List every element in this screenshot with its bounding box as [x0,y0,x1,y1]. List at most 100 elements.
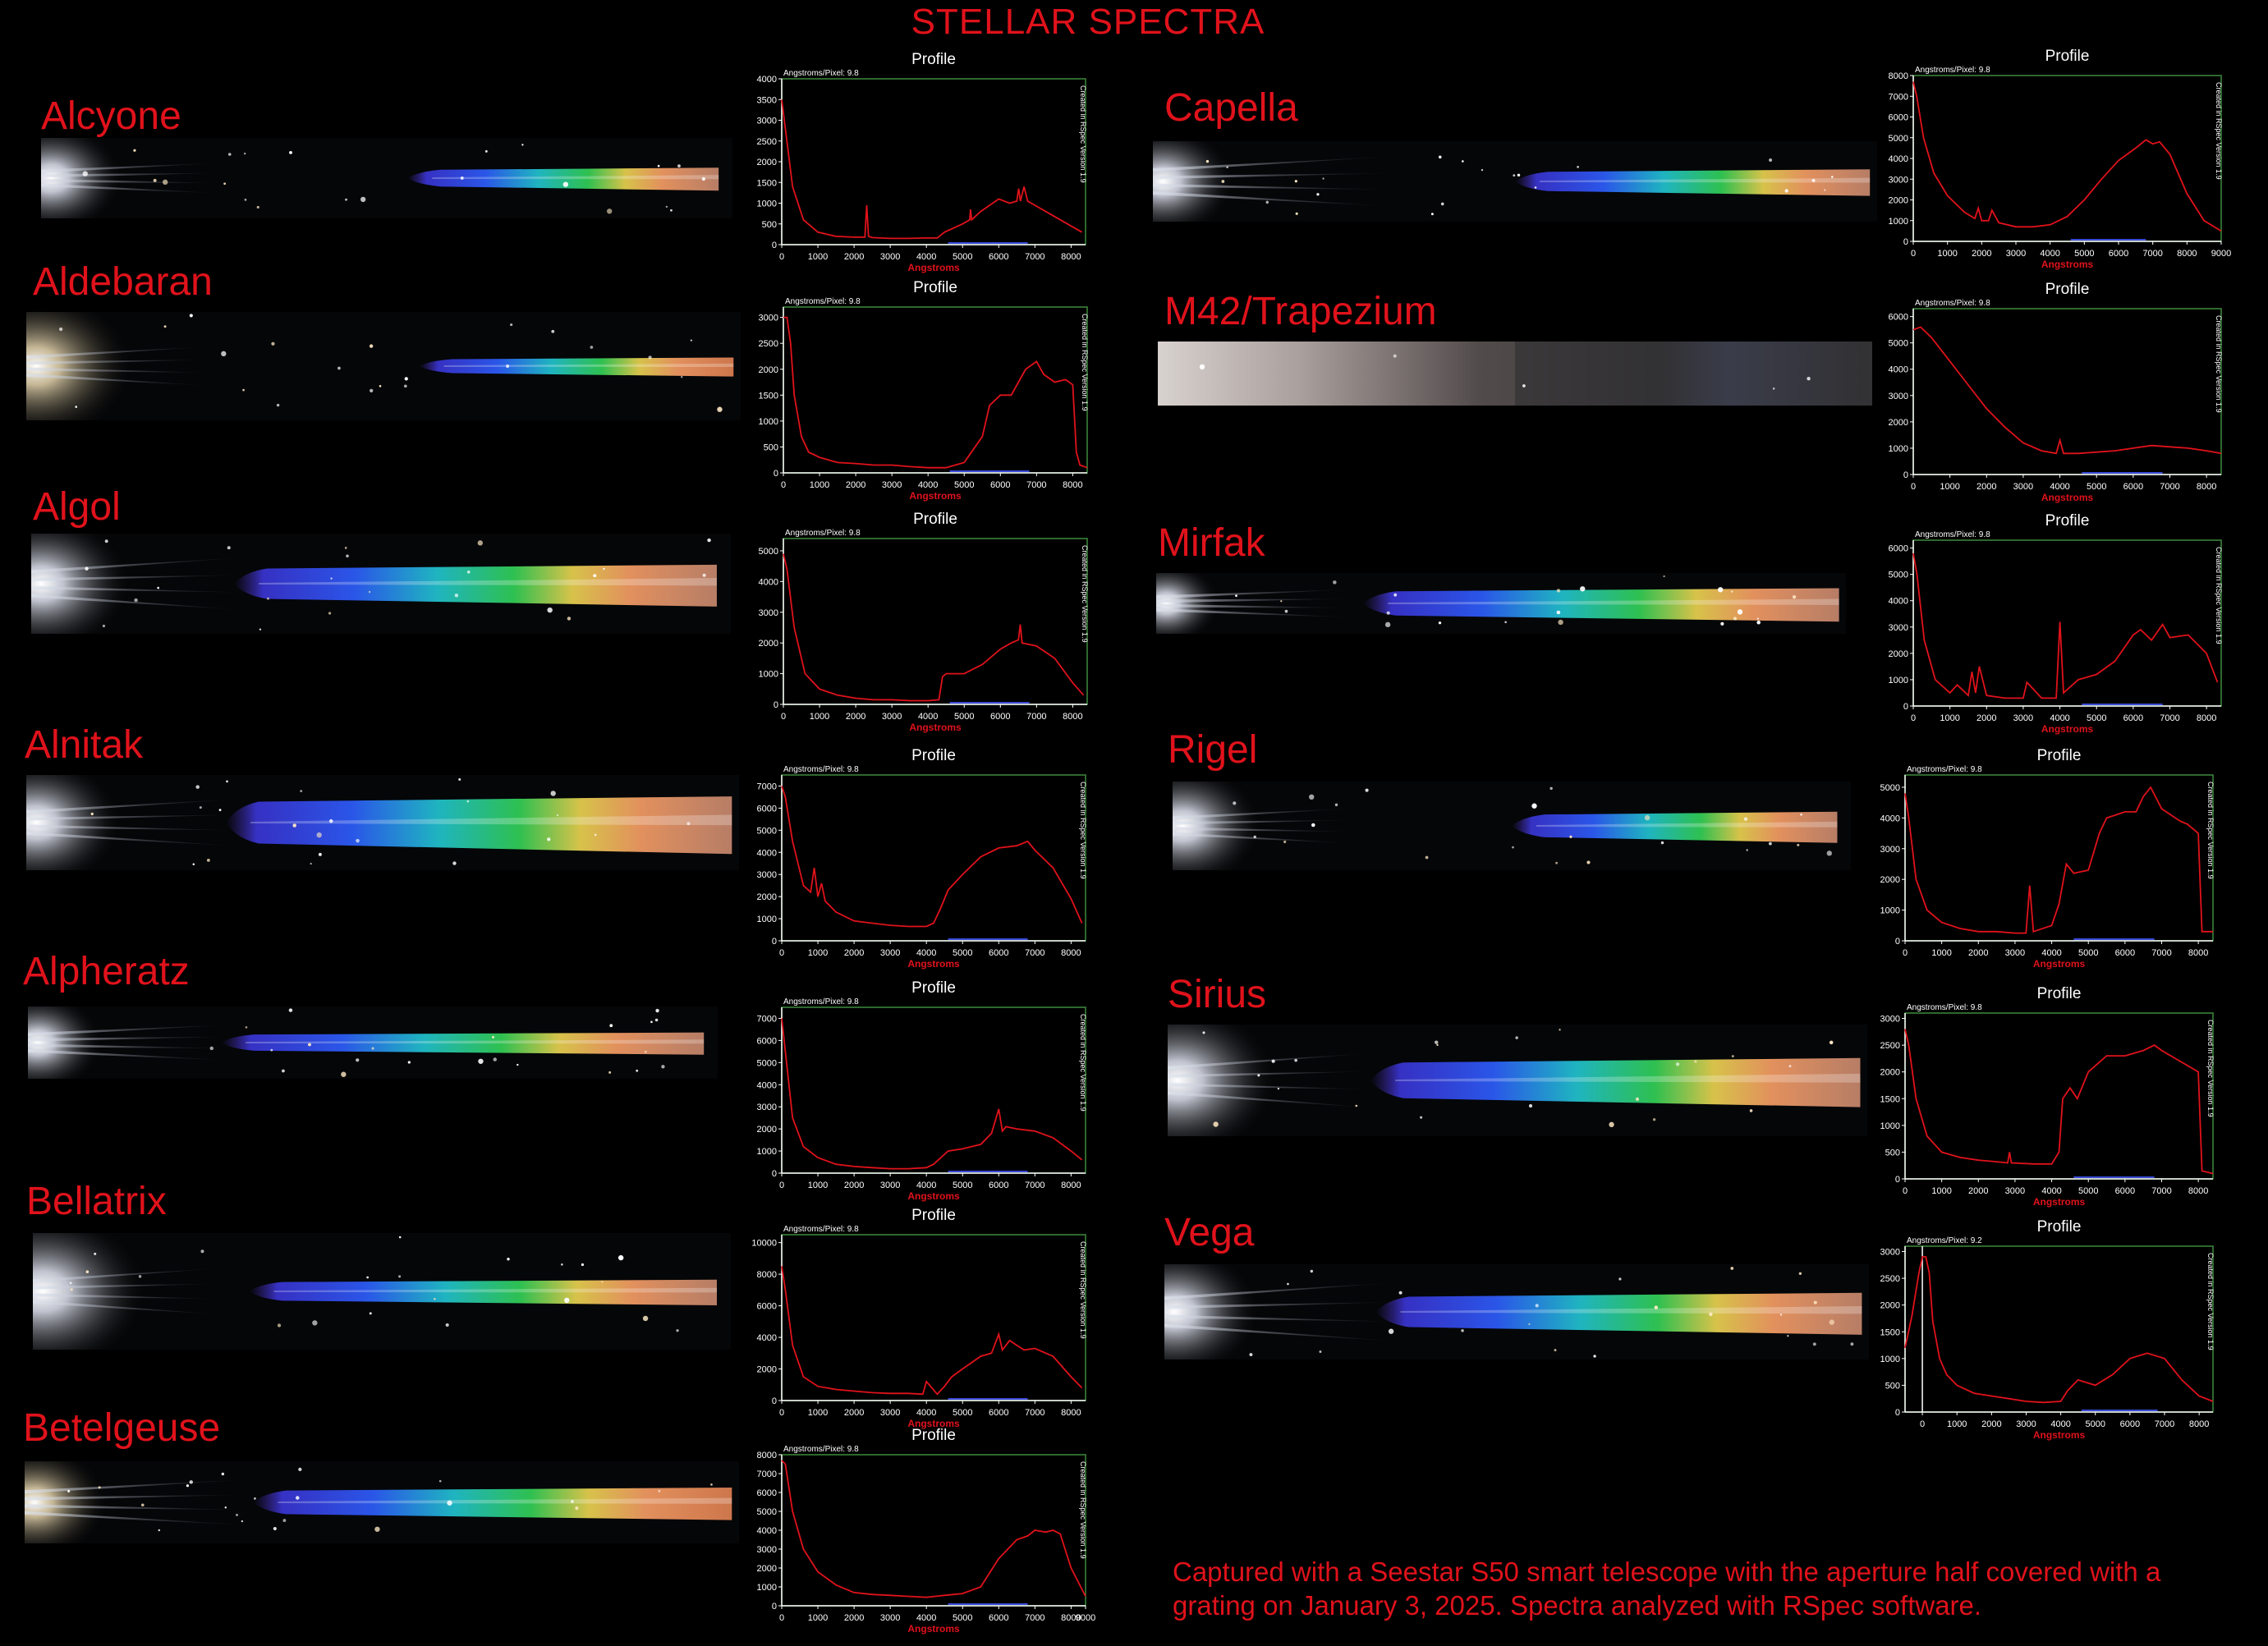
plot-frame [783,306,1088,474]
y-tick-label: 3000 [757,870,777,880]
x-axis-label: Angstroms [2033,1429,2086,1441]
x-tick-label: 6000 [2109,249,2128,259]
spectrum-image [1173,782,1851,870]
profile-chart-alnitak: Profile Angstroms/Pixel: 9.8 0 1000 2000 3000… [749,747,1094,977]
profile-plot: Profile Angstroms/Pixel: 9.8 0 1000 2000 3000… [757,747,1087,970]
y-tick-label: 1000 [1880,1355,1900,1364]
y-tick-label: 5000 [1889,571,1908,580]
y-tick-label: 0 [774,469,778,479]
y-tick-label: 2000 [757,158,777,167]
plot-frame [783,538,1088,705]
angstroms-per-pixel-label: Angstroms/Pixel: 9.8 [1915,66,1990,75]
angstroms-per-pixel-label: Angstroms/Pixel: 9.8 [783,1225,859,1234]
x-tick-label: 4000 [2041,948,2061,958]
star-name-sirius: Sirius [1168,973,1267,1016]
spectrum-strip-capella [1153,141,1877,222]
x-tick-label: 0 [779,948,784,958]
x-tick-label: 1000 [810,712,829,722]
intensity-profile-line [783,553,1085,702]
y-tick-label: 5000 [757,1507,777,1517]
x-tick-label: 1000 [1940,482,1959,492]
x-tick-label: 2000 [846,712,865,722]
y-tick-label: 5000 [759,547,778,557]
y-tick-label: 500 [762,220,777,230]
x-tick-label: 4000 [916,948,936,958]
x-tick-label: 1000 [810,480,829,490]
x-tick-label: 0 [779,1408,784,1418]
x-tick-label: 2000 [1972,249,1991,259]
x-tick-label: 4000 [2041,1186,2061,1196]
star-name-vega: Vega [1164,1211,1255,1254]
x-tick-label: 6000 [989,1613,1008,1623]
x-tick-label: 0 [1920,1419,1925,1429]
star-name-alnitak: Alnitak [25,723,144,767]
profile-plot: Profile Angstroms/Pixel: 9.8 0 1000 2000 3000… [1889,281,2223,503]
x-tick-label: 0 [781,712,786,722]
y-tick-label: 3000 [1889,392,1908,401]
spectrum-image [26,775,739,870]
intensity-profile-line [1904,1256,2214,1404]
x-tick-label: 3000 [2013,713,2033,723]
x-tick-label: 3000 [2005,1186,2025,1196]
y-tick-label: 1000 [1880,906,1900,916]
y-tick-label: 2000 [757,1125,777,1135]
x-tick-label: 1000 [1931,948,1951,958]
rspec-version-note: Created in RSpec Version 1.9 [1079,85,1087,183]
y-tick-label: 5000 [1880,783,1900,793]
star-name-algol: Algol [33,485,121,529]
x-tick-label: 6000 [990,480,1010,490]
y-tick-label: 8000 [757,1270,777,1280]
profile-plot: Profile Angstroms/Pixel: 9.8 0 1000 2000 3000… [759,511,1089,733]
y-tick-label: 2000 [757,1564,777,1574]
x-tick-label: 0 [1903,948,1908,958]
star-name-mirfak: Mirfak [1158,521,1265,565]
y-tick-label: 4000 [1889,365,1908,375]
profile-plot: Profile Angstroms/Pixel: 9.2 0 500 1000 1500 2… [1880,1218,2215,1441]
x-axis-label: Angstroms [2041,723,2094,735]
x-tick-label: 5000 [2087,713,2106,723]
intensity-profile-line [781,1018,1083,1170]
x-axis-label: Angstroms [2041,259,2094,270]
x-tick-label: 9000 [1076,1613,1095,1623]
profile-heading: Profile [913,511,957,528]
y-tick-label: 4000 [759,577,778,587]
y-tick-label: 3000 [759,314,778,323]
spectrum-strip-vega [1164,1264,1869,1359]
profile-heading: Profile [2045,512,2090,530]
y-tick-label: 1000 [1889,217,1908,227]
y-tick-label: 4000 [757,75,777,85]
y-tick-label: 0 [772,241,777,250]
plot-frame [781,1234,1086,1401]
x-tick-label: 6000 [2123,482,2143,492]
x-tick-label: 7000 [2151,948,2171,958]
profile-heading: Profile [2037,985,2082,1002]
y-tick-label: 2000 [1889,196,1908,206]
y-tick-label: 6000 [1889,113,1908,123]
profile-plot: Profile Angstroms/Pixel: 9.8 0 1000 2000 3000… [757,979,1087,1202]
y-tick-label: 6000 [757,1488,777,1498]
spectrum-image [41,138,732,218]
x-tick-label: 7000 [1025,1181,1044,1190]
rspec-version-note: Created in RSpec Version 1.9 [2215,315,2223,413]
plot-frame [781,78,1086,245]
y-tick-label: 2000 [759,639,778,649]
y-tick-label: 1000 [757,1147,777,1157]
x-tick-label: 4000 [2050,713,2069,723]
x-tick-label: 5000 [2085,1419,2105,1429]
profile-chart-betelgeuse: Profile Angstroms/Pixel: 9.8 0 1000 2000 3000… [749,1427,1096,1642]
x-tick-label: 8000 [1063,480,1082,490]
x-tick-label: 7000 [1026,712,1046,722]
x-tick-label: 8000 [2188,948,2208,958]
profile-heading: Profile [913,279,957,296]
y-tick-label: 4000 [757,1080,777,1090]
y-tick-label: 0 [1895,1175,1900,1185]
plot-frame [781,774,1086,942]
y-tick-label: 2000 [757,892,777,902]
star-name-capella: Capella [1164,86,1298,130]
spectrum-strip-alpheratz [28,1006,718,1079]
angstroms-per-pixel-label: Angstroms/Pixel: 9.8 [783,69,859,78]
x-tick-label: 2000 [846,480,865,490]
star-name-rigel: Rigel [1168,728,1258,772]
profile-chart-sirius: Profile Angstroms/Pixel: 9.8 0 500 1000 1500 2… [1872,985,2221,1215]
plot-frame [1912,539,2222,707]
